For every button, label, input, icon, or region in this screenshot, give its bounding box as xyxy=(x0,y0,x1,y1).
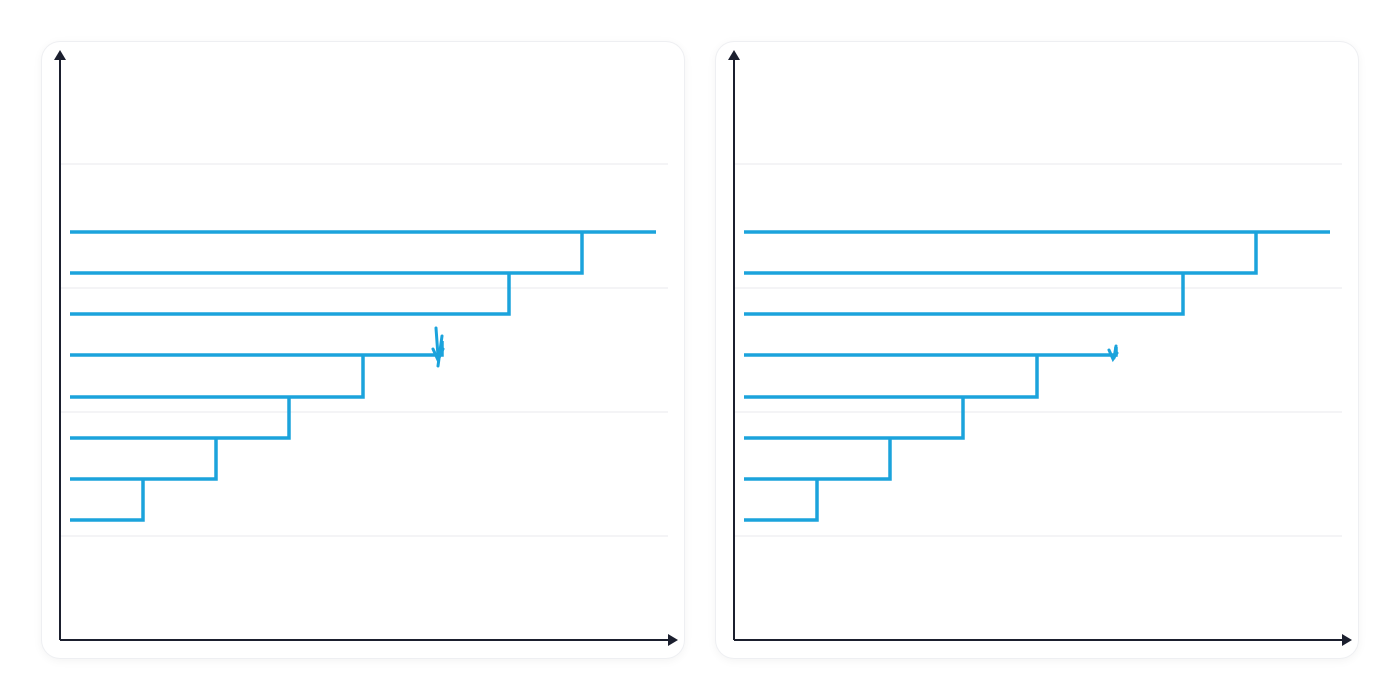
step-line-1 xyxy=(744,478,819,522)
step-line-3 xyxy=(744,396,965,440)
panel-right xyxy=(716,42,1358,658)
y-axis-arrow-icon xyxy=(728,50,740,60)
down-arrow-icon xyxy=(1107,344,1119,363)
step-line-5 xyxy=(70,341,444,357)
step-line-2 xyxy=(70,437,218,481)
axes xyxy=(54,50,678,646)
step-line-4 xyxy=(70,355,365,399)
diagram-left xyxy=(54,50,678,646)
grid-lines xyxy=(734,163,1342,537)
step-line-6 xyxy=(70,272,511,316)
axes xyxy=(728,50,1352,646)
step-line-7 xyxy=(744,231,1258,275)
x-axis-arrow-icon xyxy=(1342,634,1352,646)
x-axis-arrow-icon xyxy=(668,634,678,646)
step-line-1 xyxy=(70,478,145,522)
step-line-4 xyxy=(744,355,1039,399)
panel-left xyxy=(42,42,684,658)
grid-lines xyxy=(60,163,668,537)
step-line-7 xyxy=(70,231,584,275)
step-line-6 xyxy=(744,272,1185,316)
diagram-right xyxy=(728,50,1352,646)
staircase-lines xyxy=(744,230,1330,522)
step-line-3 xyxy=(70,396,291,440)
double-down-arrow-icon xyxy=(431,326,445,368)
step-line-2 xyxy=(744,437,892,481)
step-line-5 xyxy=(744,347,1118,357)
y-axis-arrow-icon xyxy=(54,50,66,60)
staircase-lines xyxy=(70,230,656,522)
